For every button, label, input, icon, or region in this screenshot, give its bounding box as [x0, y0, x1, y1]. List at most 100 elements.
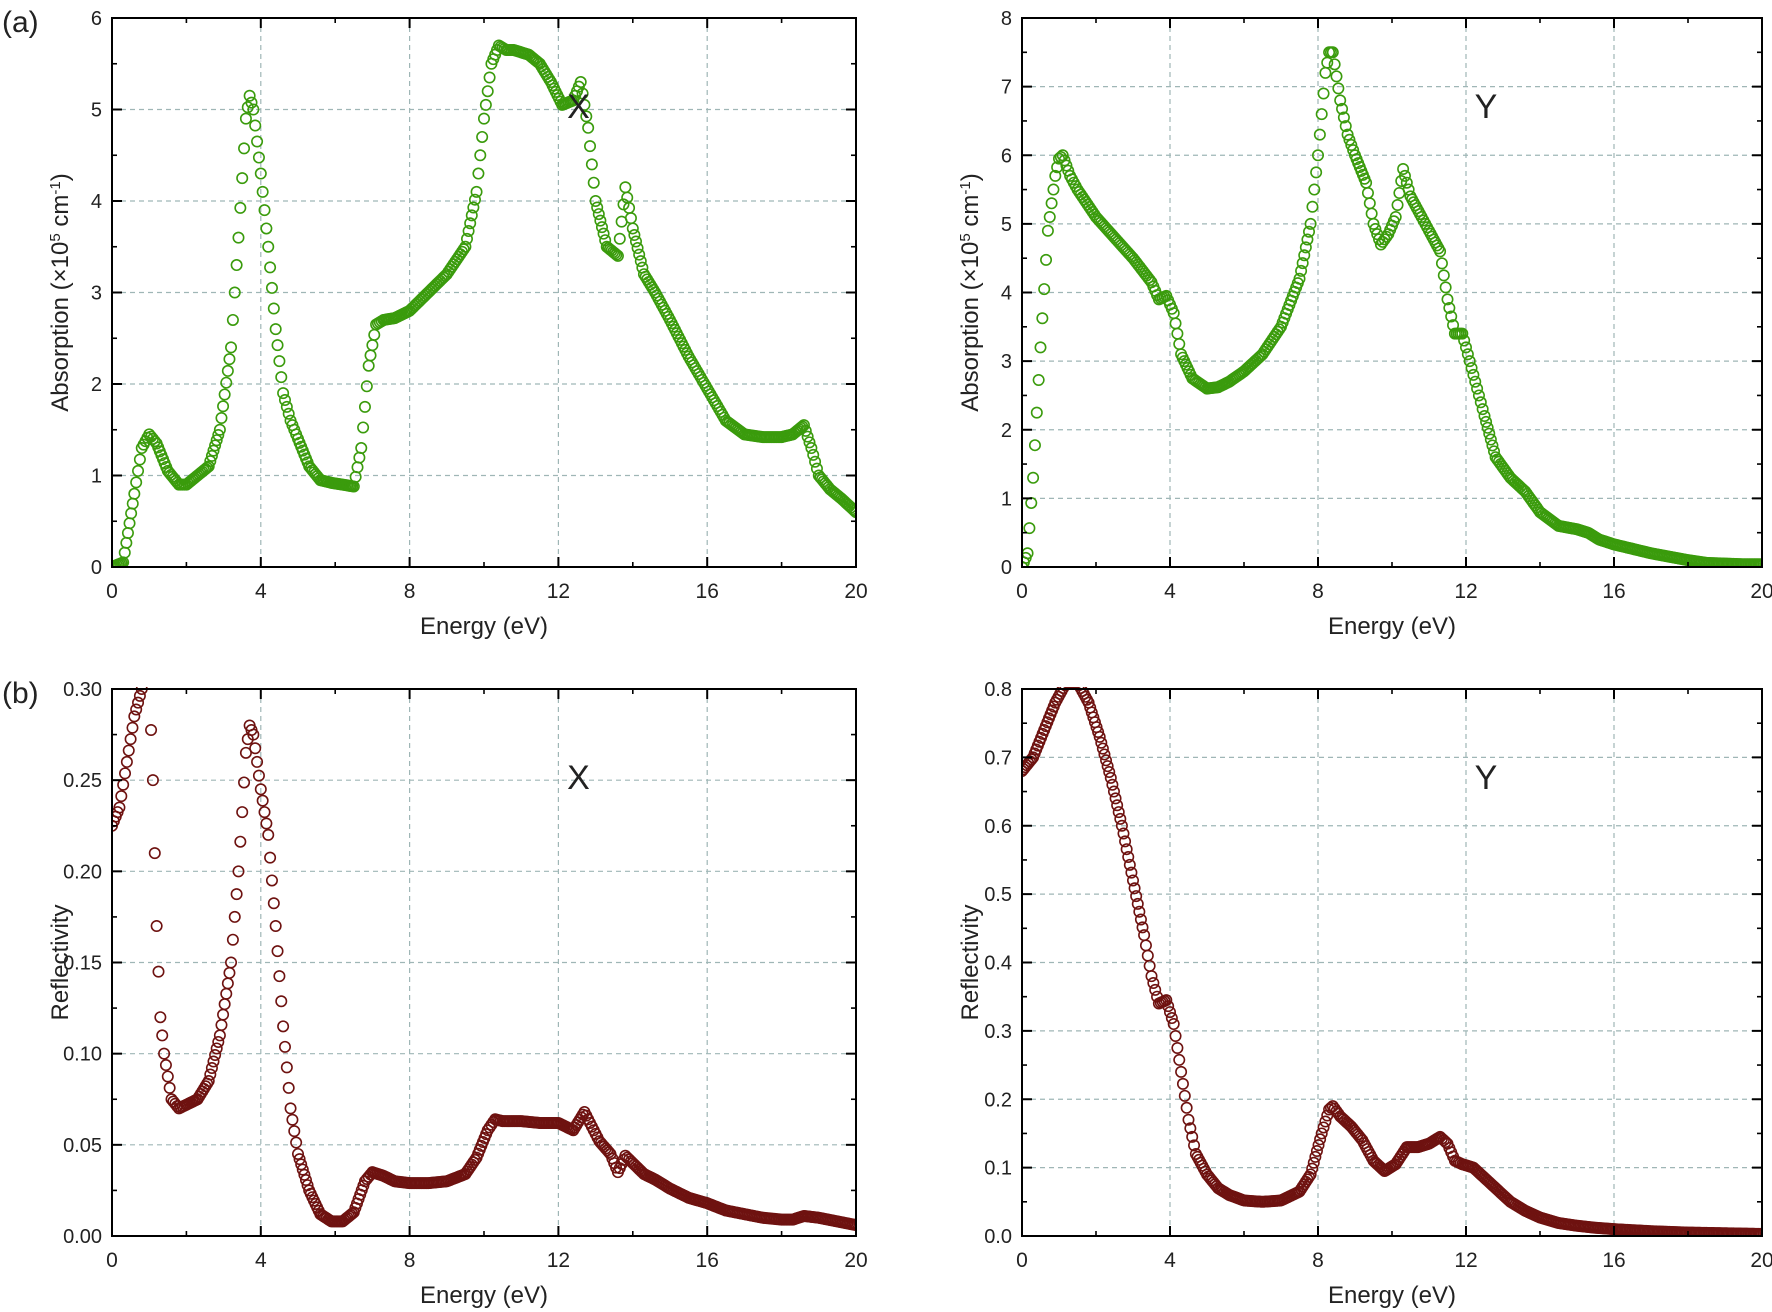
data-point [1096, 742, 1109, 755]
data-point [1463, 355, 1476, 368]
data-point [247, 728, 260, 741]
panel-label-b: (b) [2, 677, 39, 710]
data-point [1167, 1018, 1180, 1031]
data-point [1059, 687, 1071, 692]
data-point [1321, 56, 1334, 69]
data-point [120, 755, 133, 768]
y-tick-label: 0.15 [63, 953, 102, 975]
data-point [1117, 827, 1130, 840]
data-point [1041, 224, 1054, 237]
data-point [368, 328, 381, 341]
data-point [1032, 373, 1045, 386]
data-point [120, 536, 133, 549]
x-tick-label: 16 [1602, 580, 1625, 603]
data-point [1313, 128, 1326, 141]
data-point [271, 339, 284, 352]
data-point [156, 1029, 169, 1042]
data-point [595, 221, 608, 234]
data-point [1186, 1130, 1199, 1143]
y-tick-label: 0.7 [984, 747, 1012, 769]
data-point [1176, 1077, 1189, 1090]
data-point [1173, 337, 1186, 350]
data-series [112, 39, 856, 567]
data-point [1114, 812, 1127, 825]
data-series [112, 687, 856, 1232]
data-point [1345, 138, 1358, 151]
data-point [467, 201, 480, 214]
data-point [249, 119, 262, 132]
data-point [468, 1153, 481, 1166]
data-point [803, 436, 816, 449]
data-point [230, 888, 243, 901]
data-point [148, 435, 161, 448]
data-point [1136, 921, 1149, 934]
data-point [1465, 361, 1478, 374]
data-point [1343, 133, 1356, 146]
data-point [1481, 421, 1494, 434]
data-point [234, 201, 247, 214]
data-point [1317, 87, 1330, 100]
data-point [267, 897, 280, 910]
data-point [1100, 754, 1113, 767]
data-point [1107, 785, 1120, 798]
data-point [1123, 858, 1136, 871]
data-point [355, 442, 368, 455]
y-tick-label: 0.30 [63, 679, 102, 701]
data-point [1310, 1145, 1323, 1158]
x-axis-label: Energy (eV) [420, 1282, 548, 1309]
data-point [610, 248, 623, 261]
y-tick-label: 0.05 [63, 1135, 102, 1157]
data-point [215, 411, 228, 424]
data-point [1315, 108, 1328, 121]
y-axis-label-part: -1 [47, 181, 64, 194]
x-tick-label: 4 [255, 1249, 267, 1272]
data-point [1130, 890, 1143, 903]
data-point [459, 240, 472, 253]
data-point [1043, 211, 1056, 224]
data-point [1145, 970, 1158, 983]
data-point [1488, 445, 1501, 458]
data-point [1175, 1065, 1188, 1078]
data-point [130, 476, 143, 489]
data-point [217, 1008, 230, 1021]
data-point [805, 442, 818, 455]
y-tick-label: 0.10 [63, 1044, 102, 1066]
data-point [221, 364, 234, 377]
data-point [228, 910, 241, 923]
data-point [1483, 427, 1496, 440]
data-point [1047, 183, 1060, 196]
data-point [209, 439, 222, 452]
data-point [584, 140, 597, 153]
data-point [212, 1035, 225, 1048]
data-point [462, 225, 475, 238]
data-point [1402, 183, 1415, 196]
data-point [1066, 687, 1074, 689]
data-point [1306, 200, 1319, 213]
data-point [275, 995, 288, 1008]
data-point [213, 1029, 226, 1042]
y-tick-label: 0 [1001, 557, 1012, 579]
data-point [226, 313, 239, 326]
data-point [1295, 264, 1308, 277]
data-point [282, 1081, 295, 1094]
data-point [158, 1047, 171, 1060]
y-tick-label: 1 [1001, 488, 1012, 510]
data-point [465, 209, 478, 222]
x-tick-label: 0 [1016, 1249, 1028, 1272]
data-point [126, 497, 139, 510]
x-tick-label: 4 [255, 580, 267, 603]
panel-annotation: X [567, 759, 590, 797]
data-point [634, 255, 647, 268]
data-point [1308, 183, 1321, 196]
data-point [1389, 211, 1402, 224]
data-point [252, 769, 265, 782]
data-point [1756, 1227, 1762, 1236]
x-tick-label: 4 [1164, 580, 1176, 603]
data-point [238, 776, 251, 789]
data-point [1171, 327, 1184, 340]
y-axis-label-part: ) [47, 173, 74, 181]
data-point [1367, 217, 1380, 230]
data-point [1437, 1134, 1450, 1147]
data-point [483, 71, 496, 84]
data-point [576, 87, 589, 100]
